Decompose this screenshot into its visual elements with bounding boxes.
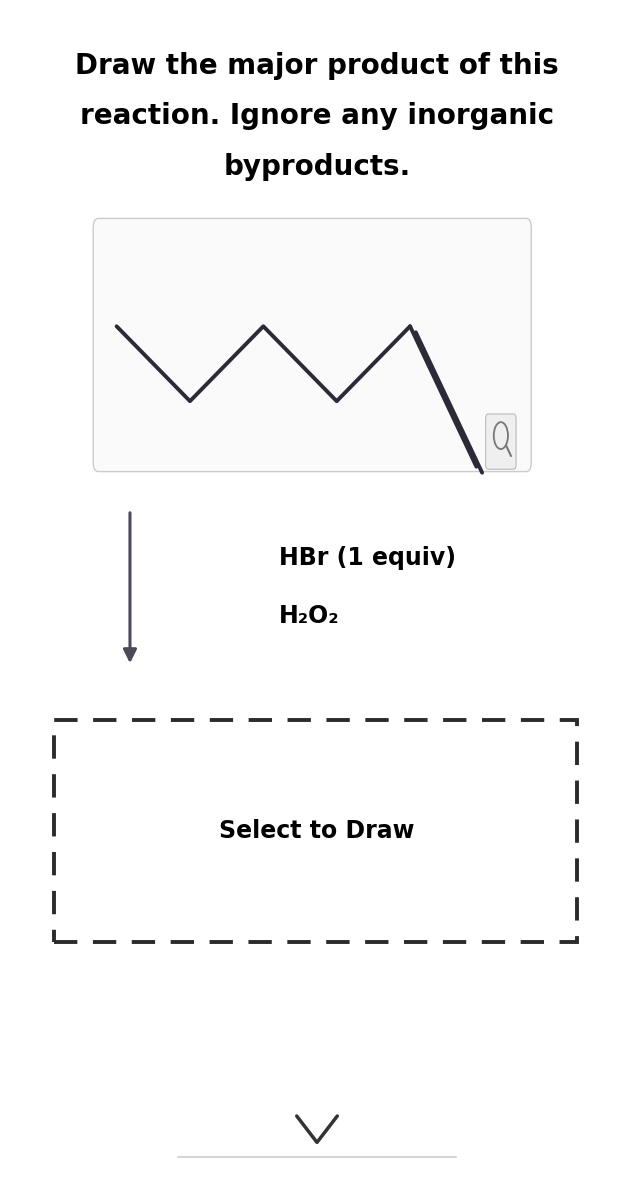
FancyBboxPatch shape	[54, 720, 577, 942]
Text: Draw the major product of this: Draw the major product of this	[75, 52, 559, 80]
Text: Select to Draw: Select to Draw	[219, 818, 415, 842]
Text: byproducts.: byproducts.	[223, 152, 411, 181]
Text: H₂O₂: H₂O₂	[279, 604, 340, 628]
FancyBboxPatch shape	[93, 218, 531, 472]
Text: HBr (1 equiv): HBr (1 equiv)	[279, 546, 456, 570]
Text: reaction. Ignore any inorganic: reaction. Ignore any inorganic	[80, 102, 554, 131]
FancyBboxPatch shape	[486, 414, 516, 469]
